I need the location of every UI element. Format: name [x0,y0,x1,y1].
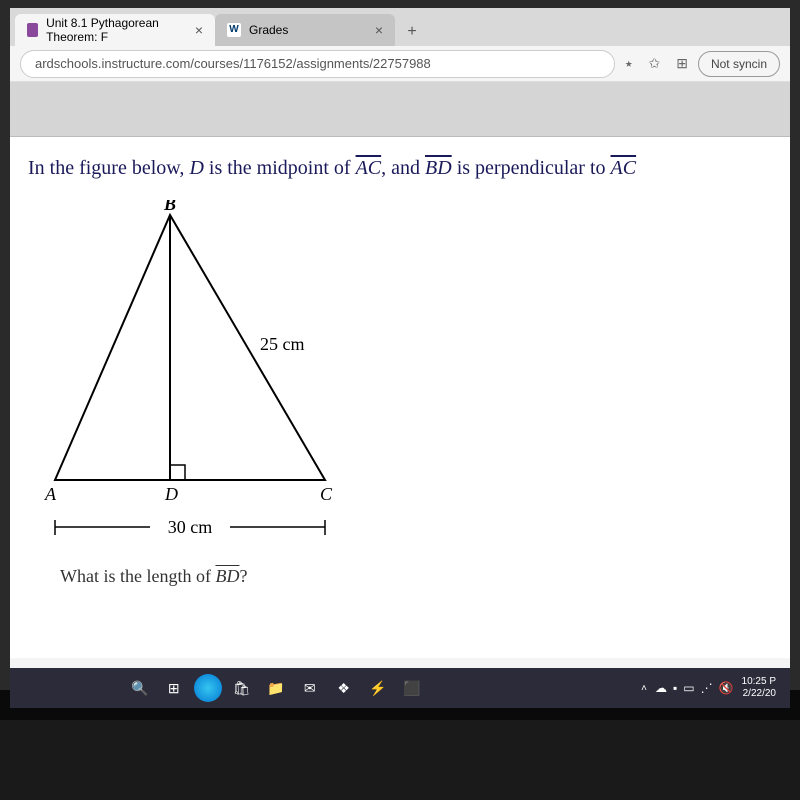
explorer-icon[interactable]: 📁 [262,674,290,702]
close-icon[interactable]: × [375,22,383,38]
segment-AC2: AC [611,157,637,179]
windows-taskbar: 🔍 ⊞ 🛍 📁 ✉ ❖ ⚡ ⬛ ˄ ☁ ▪ ▭ ⋰ 🔇 [10,668,790,708]
label-b: B [163,200,176,214]
dropbox-icon[interactable]: ❖ [330,674,358,702]
battery-icon[interactable]: ▭ [683,681,694,695]
store-icon[interactable]: 🛍 [228,674,256,702]
chevron-up-icon[interactable]: ˄ [641,683,647,694]
tab-label: Unit 8.1 Pythagorean Theorem: F [46,16,187,44]
url-text: ardschools.instructure.com/courses/11761… [35,56,431,71]
address-bar-row: ardschools.instructure.com/courses/11761… [10,46,790,82]
new-tab-button[interactable]: + [397,18,427,46]
content-header-band [10,82,790,137]
tab-grades[interactable]: W Grades × [215,14,395,46]
sync-button[interactable]: Not syncin [698,51,780,77]
system-tray: ˄ ☁ ▪ ▭ ⋰ 🔇 10:25 P 2/22/20 [641,676,782,700]
question-text: In the figure below, D is the midpoint o… [10,137,790,190]
volume-icon[interactable]: 🔇 [719,681,734,695]
cloud-icon[interactable]: ☁ [655,681,667,695]
date-label: 2/22/20 [742,688,776,700]
figure: B A D C 25 cm 30 cm What is the length o… [10,190,790,597]
close-icon[interactable]: × [195,22,203,38]
segment-BD: BD [425,157,452,179]
edge-icon[interactable] [194,674,222,702]
clock[interactable]: 10:25 P 2/22/20 [742,676,782,700]
subq-suffix: ? [239,566,247,586]
browser-window: Unit 8.1 Pythagorean Theorem: F × W Grad… [10,8,790,708]
q-perp: is perpendicular to [452,157,611,179]
label-c: C [320,484,333,504]
favorites-icon[interactable]: ✩ [649,55,661,72]
bolt-icon[interactable]: ⚡ [364,674,392,702]
sub-question: What is the length of BD? [35,560,780,587]
tab-label: Grades [249,23,288,37]
w-favicon-icon: W [227,23,241,37]
task-view-icon[interactable]: ⊞ [160,674,188,702]
time-label: 10:25 P [742,676,776,688]
var-D: D [189,157,203,179]
collections-icon[interactable]: ⊞ [676,55,688,72]
tab-assignment[interactable]: Unit 8.1 Pythagorean Theorem: F × [15,14,215,46]
tray-icons: ☁ ▪ ▭ ⋰ 🔇 [655,681,734,695]
right-angle-marker [170,465,185,480]
plus-icon: + [407,23,416,41]
address-bar[interactable]: ardschools.instructure.com/courses/11761… [20,50,615,78]
monitor-bezel: Unit 8.1 Pythagorean Theorem: F × W Grad… [0,0,800,720]
toolbar-icons: ⭑ ✩ ⊞ [615,55,698,72]
taskbar-center: 🔍 ⊞ 🛍 📁 ✉ ❖ ⚡ ⬛ [126,674,426,702]
subq-prefix: What is the length of [60,566,215,586]
segment-BD-q: BD [215,566,239,586]
canvas-favicon-icon [27,23,38,37]
q-mid: is the midpoint of [204,157,356,179]
sync-label: Not syncin [711,57,767,71]
q-and: , and [381,157,425,179]
page-content: In the figure below, D is the midpoint o… [10,82,790,658]
mail-icon[interactable]: ✉ [296,674,324,702]
onedrive-icon[interactable]: ▪ [673,681,677,695]
triangle-diagram: B A D C 25 cm 30 cm [35,200,385,560]
read-aloud-icon[interactable]: ⭑ [625,55,633,72]
q-prefix: In the figure below, [28,157,189,179]
tab-strip: Unit 8.1 Pythagorean Theorem: F × W Grad… [10,8,790,46]
search-icon[interactable]: 🔍 [126,674,154,702]
label-a: A [44,484,57,504]
base-label: 30 cm [168,517,213,537]
label-d: D [164,484,178,504]
segment-AC: AC [356,157,382,179]
hypotenuse-label: 25 cm [260,334,305,354]
wifi-icon[interactable]: ⋰ [701,681,713,695]
office-icon[interactable]: ⬛ [398,674,426,702]
